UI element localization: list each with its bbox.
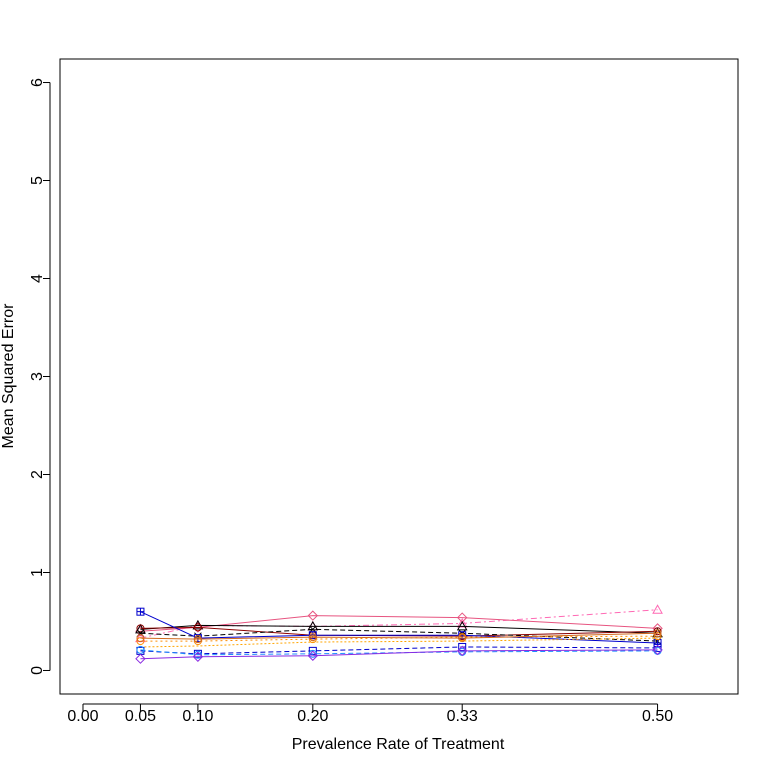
x-tick-label: 0.00 — [67, 708, 98, 725]
data-point — [136, 624, 145, 633]
data-point — [456, 645, 468, 657]
series-line — [140, 637, 658, 648]
data-point-cross — [136, 608, 144, 616]
series-layer — [135, 604, 663, 664]
data-point — [308, 635, 317, 644]
data-point — [193, 623, 202, 632]
plot-frame — [59, 58, 739, 695]
x-tick-label: 0.50 — [642, 708, 673, 725]
series-line — [140, 632, 658, 640]
data-point — [653, 629, 662, 638]
data-point — [307, 610, 319, 621]
series-group — [140, 637, 658, 648]
series-group — [136, 629, 662, 644]
y-tick-label: 6 — [29, 78, 46, 87]
data-point — [308, 649, 317, 658]
data-point — [652, 604, 663, 614]
data-point — [458, 634, 467, 643]
data-point — [136, 645, 145, 654]
y-tick-label: 5 — [29, 176, 46, 185]
data-point — [653, 627, 662, 636]
series-line — [140, 615, 658, 632]
x-tick-label: 0.05 — [125, 708, 156, 725]
x-axis-title: Prevalence Rate of Treatment — [292, 736, 505, 753]
data-point — [193, 650, 202, 659]
data-point — [308, 633, 317, 642]
x-tick-label: 0.20 — [297, 708, 328, 725]
data-point — [193, 635, 202, 644]
data-point — [135, 653, 146, 664]
data-point — [136, 607, 145, 616]
data-point — [192, 651, 204, 662]
data-point — [652, 644, 663, 656]
series-group — [135, 644, 663, 664]
data-point — [456, 620, 468, 631]
x-axis: 0.00 0.05 0.10 0.20 0.33 0.50 — [67, 703, 673, 725]
y-axis-title: Mean Squared Error — [0, 303, 17, 449]
y-tick-label: 4 — [29, 274, 46, 283]
data-point — [456, 617, 468, 628]
data-point — [136, 634, 145, 643]
data-point — [307, 650, 319, 661]
data-point — [193, 637, 202, 646]
series-line — [140, 624, 658, 634]
y-tick-label: 3 — [29, 372, 46, 381]
data-point — [308, 646, 317, 655]
y-tick-label: 2 — [29, 470, 46, 479]
data-point — [136, 637, 145, 646]
x-tick-label: 0.33 — [447, 708, 478, 725]
x-tick-label: 0.10 — [182, 708, 213, 725]
series-line — [140, 649, 658, 656]
y-axis: 0 1 2 3 4 5 6 — [29, 78, 51, 675]
series-line — [140, 649, 658, 660]
data-point — [653, 643, 662, 652]
y-tick-label: 1 — [29, 568, 46, 577]
data-point — [653, 632, 662, 641]
y-tick-label: 0 — [29, 666, 46, 675]
